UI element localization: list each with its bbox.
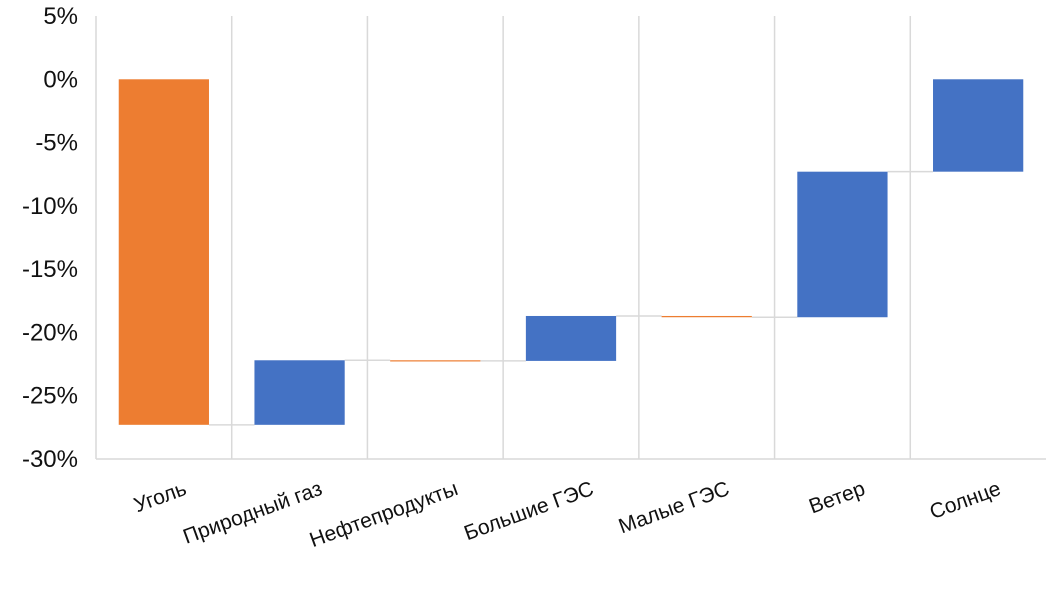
connector-lines [208, 170, 934, 426]
y-tick-label: -30% [22, 446, 78, 473]
y-tick-label: -25% [22, 383, 78, 410]
category-label: Солнце [927, 477, 1004, 524]
category-label: Большие ГЭС [461, 477, 597, 545]
category-label: Уголь [131, 477, 190, 517]
bars [118, 79, 1024, 425]
y-tick-label: -20% [22, 319, 78, 346]
y-tick-label: -10% [22, 193, 78, 220]
bar-1 [118, 79, 209, 425]
y-tick-label: 5% [43, 3, 78, 30]
category-label: Природный газ [180, 477, 325, 549]
bar-3 [390, 360, 481, 362]
category-label: Малые ГЭС [616, 477, 733, 538]
bar-4 [525, 315, 617, 361]
gridlines [230, 16, 912, 459]
y-tick-label: -15% [22, 256, 78, 283]
y-tick-label: 0% [43, 66, 78, 93]
bar-7 [933, 79, 1024, 172]
category-label: Ветер [806, 477, 868, 518]
y-tick-label: -5% [35, 130, 78, 157]
y-tick-labels: 5% 0% -5% -10% -15% -20% -25% -30% [22, 3, 78, 473]
bar-2 [254, 360, 345, 425]
axes [95, 16, 1046, 460]
category-label: Нефтепродукты [307, 477, 461, 552]
bar-6 [797, 171, 888, 318]
bar-5 [661, 315, 752, 318]
